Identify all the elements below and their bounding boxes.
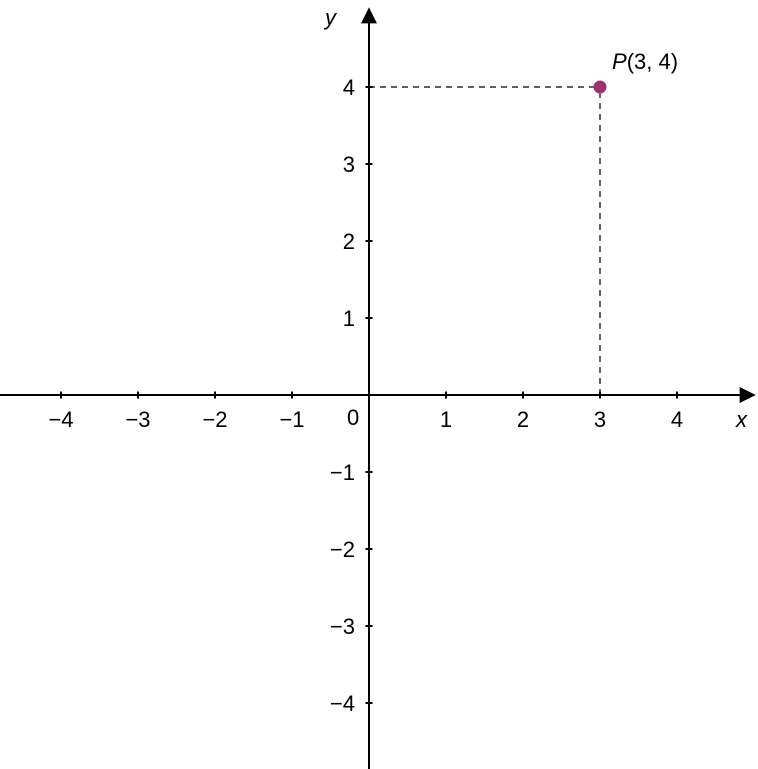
y-tick-label: −1 [330,460,355,485]
x-tick-label: −4 [48,407,73,432]
y-tick-label: −3 [330,614,355,639]
x-tick-label: −3 [125,407,150,432]
x-tick-label: 4 [671,407,683,432]
chart-svg: x y 0 −4 −3 −2 −1 1 2 3 4 −4 −3 −2 −1 1 2 3 4 P(3, 4) [0,0,758,769]
point-marker [594,81,606,93]
y-tick-label: 4 [343,75,355,100]
y-tick-label: 2 [343,229,355,254]
y-tick-label: 1 [343,306,355,331]
y-tick-label: −2 [330,537,355,562]
y-axis-label: y [323,5,338,30]
x-tick-label: −2 [202,407,227,432]
x-tick-label: 1 [440,407,452,432]
x-tick-label: 3 [594,407,606,432]
x-tick-label: −1 [279,407,304,432]
point-label: P(3, 4) [612,49,678,74]
y-tick-label: −4 [330,691,355,716]
y-tick-label: 3 [343,152,355,177]
origin-label: 0 [347,405,359,430]
x-axis-label: x [735,407,748,432]
coordinate-plane-chart: x y 0 −4 −3 −2 −1 1 2 3 4 −4 −3 −2 −1 1 2 3 4 P(3, 4) [0,0,758,769]
x-tick-label: 2 [517,407,529,432]
